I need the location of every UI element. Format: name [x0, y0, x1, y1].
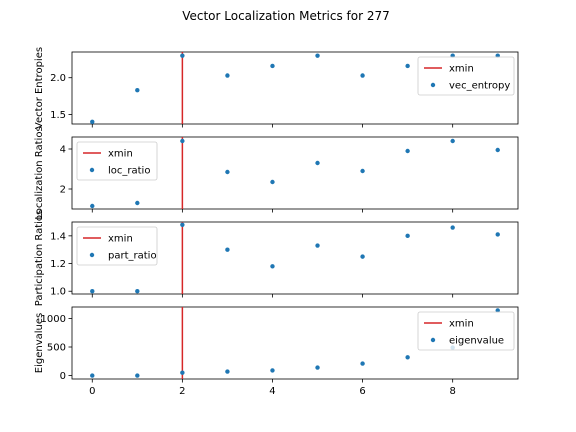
legend-label: xmin [108, 149, 133, 160]
data-point [135, 289, 140, 294]
data-point [180, 370, 185, 375]
data-point [225, 73, 230, 78]
legend-label: xmin [449, 319, 474, 330]
x-tick-label: 6 [359, 386, 365, 397]
legend-label: part_ratio [108, 251, 157, 262]
data-point [360, 73, 365, 78]
data-point [315, 53, 320, 58]
x-tick-label: 4 [269, 386, 275, 397]
data-point [90, 373, 95, 378]
y-axis-label: Participation Ratios [34, 210, 45, 307]
y-axis-label: Eigenvalues [34, 313, 45, 373]
legend-point-marker [89, 167, 95, 173]
axes-frame [71, 221, 519, 295]
legend: xmin part_ratio [76, 226, 158, 266]
y-tick-label: 1.0 [50, 287, 66, 298]
axes-frame [71, 136, 519, 210]
data-point [270, 63, 275, 69]
data-point [180, 138, 185, 144]
legend: xmin vec_entropy [417, 56, 515, 96]
legend-box [76, 226, 158, 266]
data-point [180, 53, 185, 58]
y-axis-label: Vector Entropies [34, 47, 45, 129]
data-point [450, 138, 455, 144]
data-point [405, 233, 410, 239]
data-point [405, 63, 410, 69]
y-axis-label: Localization Ratios [34, 126, 45, 219]
data-point [270, 368, 275, 373]
y-tick-label: 1.5 [50, 110, 66, 121]
x-axis-ticks: 0 2 4 6 8 [89, 386, 456, 397]
y-tick-label: 2 [60, 185, 66, 196]
legend: xmin loc_ratio [76, 141, 158, 181]
data-point [360, 361, 365, 366]
data-point [270, 264, 275, 269]
data-point [315, 243, 320, 248]
data-point [495, 232, 500, 237]
legend-label: vec_entropy [449, 81, 510, 92]
legend-point-marker [430, 82, 436, 88]
y-tick-label: 1.2 [50, 259, 66, 270]
subplot-1: 1.5 2.0 Vector Entropies xmin vec_entropy [34, 47, 519, 129]
axes-frame [71, 51, 519, 125]
legend-point-marker [89, 252, 95, 258]
legend-label: xmin [108, 234, 133, 245]
legend-label: eigenvalue [449, 336, 504, 347]
y-tick-label: 1.4 [50, 231, 66, 242]
data-point [360, 254, 365, 259]
y-tick-label: 2.0 [50, 73, 66, 84]
legend-box [417, 56, 515, 96]
y-tick-label: 500 [47, 343, 66, 354]
data-point [315, 365, 320, 370]
y-tick-label: 0 [60, 371, 66, 382]
x-tick-label: 2 [179, 386, 185, 397]
data-point [90, 289, 95, 294]
x-tick-label: 0 [89, 386, 95, 397]
data-point [90, 119, 95, 124]
data-point [225, 169, 230, 175]
data-point [405, 148, 410, 154]
data-point [495, 147, 500, 153]
data-point [315, 160, 320, 166]
legend-box [76, 141, 158, 181]
data-point [495, 308, 500, 313]
axes-frame [71, 306, 519, 380]
data-point [270, 179, 275, 185]
data-point [225, 369, 230, 374]
legend-box [417, 311, 515, 351]
y-tick-label: 1000 [41, 314, 66, 325]
legend-label: xmin [449, 64, 474, 75]
subplot-3: 1.0 1.2 1.4 Participation Ratios xmin part_ra… [34, 210, 519, 307]
legend-label: loc_ratio [108, 166, 150, 177]
data-point [360, 168, 365, 174]
data-point [225, 247, 230, 252]
chart-title: Vector Localization Metrics for 277 [182, 9, 390, 23]
data-point [135, 373, 140, 378]
subplot-2: 2 4 Localization Ratios xmin loc_ratio [34, 126, 519, 220]
data-point [180, 222, 185, 227]
x-tick-label: 8 [449, 386, 455, 397]
legend: xmin eigenvalue [417, 311, 515, 351]
legend-point-marker [430, 337, 436, 343]
y-tick-label: 4 [60, 145, 66, 156]
data-point [90, 203, 95, 209]
data-point [450, 225, 455, 230]
data-point [135, 88, 140, 93]
subplots: 1.5 2.0 Vector Entropies xmin vec_entropy 2 4 L… [34, 47, 519, 383]
data-point [405, 355, 410, 360]
data-point [135, 200, 140, 206]
